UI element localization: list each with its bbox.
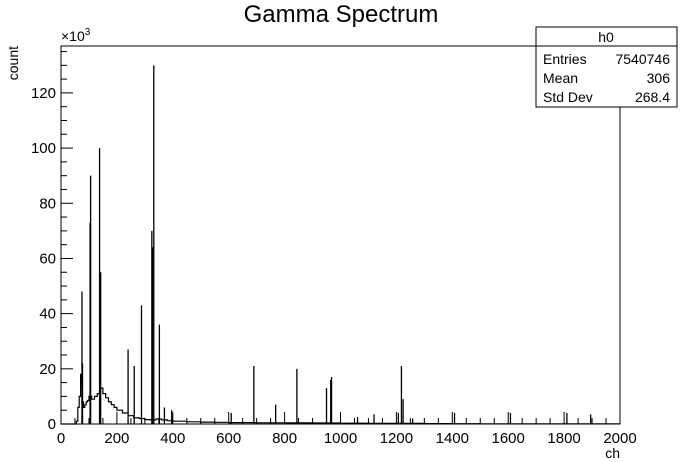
spectrum-peaks — [81, 65, 592, 424]
x-tick-label: 1000 — [324, 430, 357, 447]
x-tick-label: 800 — [272, 430, 297, 447]
svg-text:×103: ×103 — [61, 27, 91, 44]
x-tick-label: 1800 — [547, 430, 580, 447]
y-multiplier-label: ×103 — [61, 27, 91, 44]
stats-mean-value: 306 — [647, 70, 671, 86]
x-tick-label: 400 — [160, 430, 185, 447]
y-tick-label: 120 — [31, 85, 56, 102]
stats-stddev-label: Std Dev — [543, 89, 593, 105]
y-axis-title: count — [5, 46, 21, 80]
stats-box: h0 Entries 7540746 Mean 306 Std Dev 268.… — [535, 26, 678, 108]
stats-mean-label: Mean — [543, 70, 578, 86]
y-multiplier-base: ×10 — [61, 28, 85, 44]
y-tick-label: 100 — [31, 140, 56, 157]
x-axis-title: ch — [605, 445, 620, 461]
stats-box-title: h0 — [598, 29, 614, 45]
stats-stddev-value: 268.4 — [635, 89, 670, 105]
y-tick-label: 60 — [39, 250, 56, 267]
x-axis-ticks: 0 200 400 600 800 1000 1200 1400 1600 1800 2000 — [57, 412, 637, 447]
x-tick-label: 2000 — [603, 430, 636, 447]
y-tick-label: 20 — [39, 361, 56, 378]
x-tick-label: 0 — [57, 430, 65, 447]
y-tick-label: 80 — [39, 195, 56, 212]
spectrum-series — [61, 373, 620, 425]
x-tick-label: 1200 — [380, 430, 413, 447]
y-axis-ticks: 0 20 40 60 80 100 120 — [31, 51, 73, 433]
x-tick-label: 600 — [216, 430, 241, 447]
y-multiplier-exponent: 3 — [85, 27, 91, 38]
series-line — [61, 373, 620, 425]
x-tick-label: 1600 — [492, 430, 525, 447]
stats-entries-label: Entries — [543, 51, 587, 67]
chart-title: Gamma Spectrum — [244, 1, 439, 28]
x-tick-label: 200 — [104, 430, 129, 447]
stats-box-frame — [535, 26, 678, 108]
y-tick-label: 0 — [48, 416, 56, 433]
y-tick-label: 40 — [39, 306, 56, 323]
x-tick-label: 1400 — [436, 430, 469, 447]
stats-entries-value: 7540746 — [615, 51, 670, 67]
